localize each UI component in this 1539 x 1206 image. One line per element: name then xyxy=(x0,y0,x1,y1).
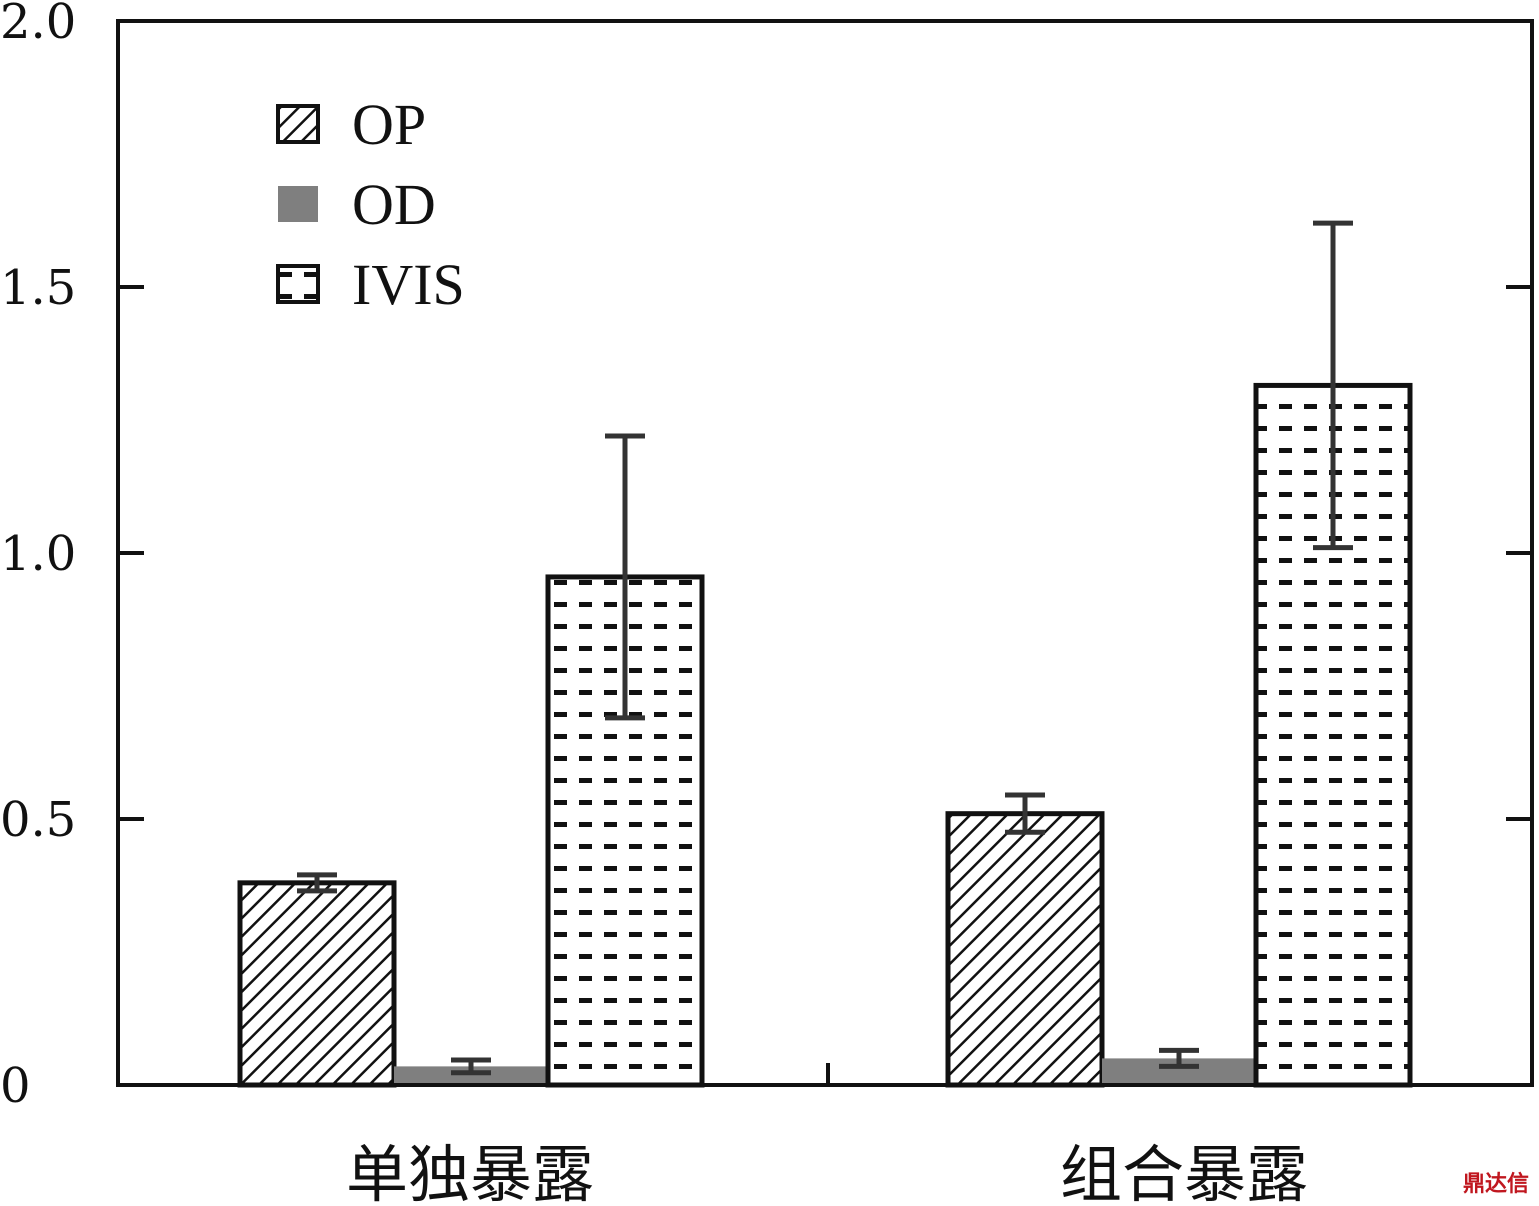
legend-swatch-op xyxy=(276,104,320,144)
bar-op-2 xyxy=(945,811,1105,1088)
x-category-label: 组合暴露 xyxy=(1060,1138,1308,1206)
watermark-logo: 鼎达信 xyxy=(1462,1172,1529,1197)
y-tick-label: 1.0 xyxy=(0,526,76,582)
y-tick-label: 1.5 xyxy=(0,260,76,316)
y-tick-label: 0.5 xyxy=(0,792,76,848)
legend: OP OD IVIS xyxy=(276,92,465,317)
legend-swatch-ivis xyxy=(276,264,320,304)
legend-label-od: OD xyxy=(352,172,436,237)
legend-swatch-od xyxy=(278,186,318,222)
bar-od-1 xyxy=(394,1066,548,1085)
y-tick-label: 0 xyxy=(0,1058,31,1114)
legend-label-ivis: IVIS xyxy=(352,252,465,317)
x-category-label: 单独暴露 xyxy=(346,1138,594,1206)
y-tick-label: 2.0 xyxy=(0,0,76,50)
bar-op-1 xyxy=(237,880,397,1088)
legend-label-op: OP xyxy=(352,92,426,157)
